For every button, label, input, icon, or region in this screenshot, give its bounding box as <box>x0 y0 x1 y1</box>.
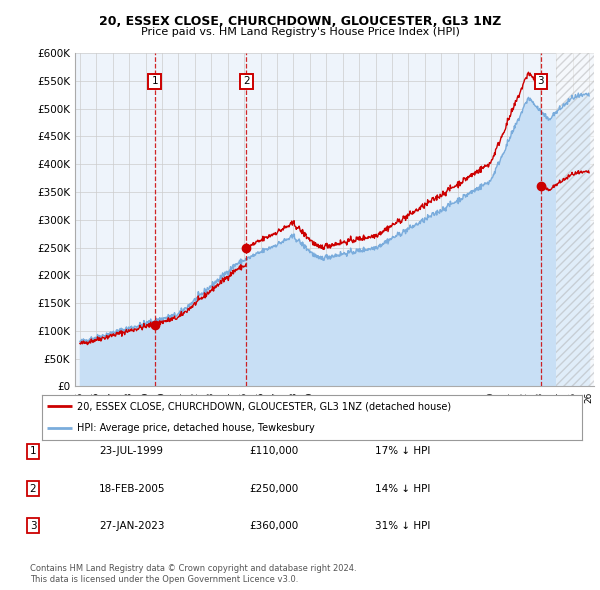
Text: 2: 2 <box>29 484 37 493</box>
Text: 27-JAN-2023: 27-JAN-2023 <box>99 521 164 530</box>
Text: 17% ↓ HPI: 17% ↓ HPI <box>375 447 430 456</box>
Text: 3: 3 <box>538 77 544 86</box>
Text: £250,000: £250,000 <box>249 484 298 493</box>
Text: Contains HM Land Registry data © Crown copyright and database right 2024.: Contains HM Land Registry data © Crown c… <box>30 565 356 573</box>
Text: 23-JUL-1999: 23-JUL-1999 <box>99 447 163 456</box>
Text: 18-FEB-2005: 18-FEB-2005 <box>99 484 166 493</box>
Text: 14% ↓ HPI: 14% ↓ HPI <box>375 484 430 493</box>
Text: 31% ↓ HPI: 31% ↓ HPI <box>375 521 430 530</box>
Text: 3: 3 <box>29 521 37 530</box>
Text: 20, ESSEX CLOSE, CHURCHDOWN, GLOUCESTER, GL3 1NZ: 20, ESSEX CLOSE, CHURCHDOWN, GLOUCESTER,… <box>99 15 501 28</box>
Text: £360,000: £360,000 <box>249 521 298 530</box>
Text: HPI: Average price, detached house, Tewkesbury: HPI: Average price, detached house, Tewk… <box>77 424 315 434</box>
Text: 2: 2 <box>243 77 250 86</box>
Text: 20, ESSEX CLOSE, CHURCHDOWN, GLOUCESTER, GL3 1NZ (detached house): 20, ESSEX CLOSE, CHURCHDOWN, GLOUCESTER,… <box>77 401 451 411</box>
Text: This data is licensed under the Open Government Licence v3.0.: This data is licensed under the Open Gov… <box>30 575 298 584</box>
Text: 1: 1 <box>29 447 37 456</box>
Text: Price paid vs. HM Land Registry's House Price Index (HPI): Price paid vs. HM Land Registry's House … <box>140 27 460 37</box>
Bar <box>556 53 594 386</box>
Text: 1: 1 <box>151 77 158 86</box>
Text: £110,000: £110,000 <box>249 447 298 456</box>
